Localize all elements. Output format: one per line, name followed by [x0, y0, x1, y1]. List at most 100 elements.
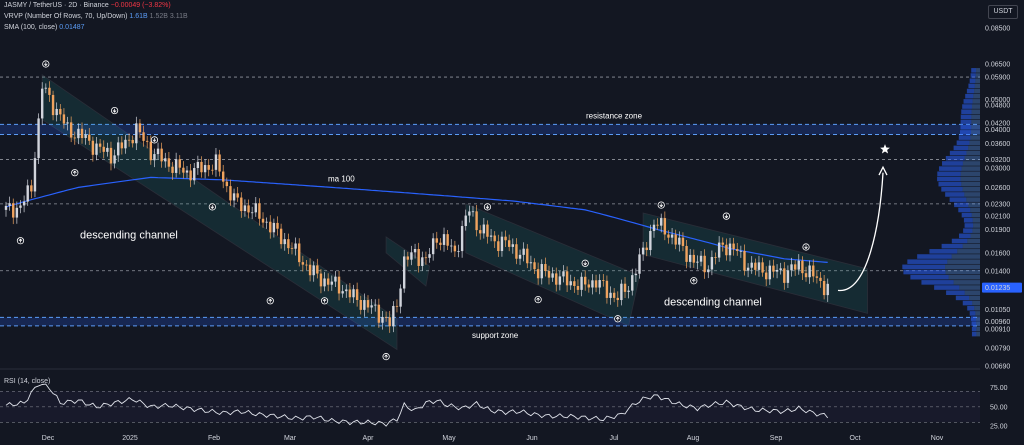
- rsi-line: [5, 383, 829, 427]
- annotation-resistance-zone: resistance zone: [586, 111, 643, 120]
- candle-body: [678, 237, 681, 245]
- candle-body: [384, 316, 388, 318]
- vrvp-bar-down: [948, 274, 980, 280]
- candle-body: [822, 280, 826, 296]
- candle-body: [663, 218, 667, 235]
- vrvp-bar-up: [971, 331, 977, 337]
- candle-body: [739, 250, 743, 252]
- vrvp-bar-down: [962, 187, 980, 192]
- candle-body: [602, 280, 605, 281]
- candle-body: [754, 262, 757, 270]
- candle-body: [185, 170, 189, 173]
- vrvp-bar-down: [976, 321, 980, 327]
- vrvp-bar-up: [945, 155, 965, 161]
- candle-body: [381, 316, 384, 323]
- candle-body: [460, 226, 464, 252]
- candle-body: [8, 203, 11, 206]
- candle-body: [707, 269, 710, 273]
- candle-body: [497, 241, 500, 252]
- vrvp-bar-down: [971, 212, 980, 218]
- candle-body: [301, 262, 305, 265]
- rsi-tick-label: 50.00: [990, 404, 1008, 411]
- rsi-pane: [0, 368, 980, 427]
- vrvp-bar-down: [972, 99, 980, 104]
- candle-body: [91, 140, 95, 155]
- candle-body: [84, 134, 87, 139]
- vrvp-bar-down: [971, 114, 980, 120]
- candle-body: [305, 264, 308, 266]
- vrvp-bar-down: [959, 285, 980, 290]
- sma-100-line: [5, 176, 828, 263]
- time-tick-label: Oct: [850, 435, 861, 442]
- arrow-glyph: [724, 214, 729, 219]
- candle-body: [374, 304, 377, 306]
- vrvp-bar-down: [972, 300, 980, 306]
- candle-body: [182, 167, 185, 173]
- arrow-glyph: [44, 62, 48, 67]
- candle-body: [258, 203, 261, 219]
- candle-body: [48, 87, 51, 95]
- candle-body: [710, 257, 714, 270]
- candle-body: [88, 134, 91, 141]
- candle-body: [145, 140, 149, 142]
- vrvp-bar-up: [959, 130, 971, 135]
- arrow-glyph: [536, 297, 540, 302]
- candle-body: [19, 205, 22, 208]
- time-tick-label: 2025: [122, 435, 138, 442]
- currency-button[interactable]: USDT: [988, 5, 1018, 19]
- vrvp-bar-up: [942, 161, 963, 166]
- candle-body: [609, 292, 612, 298]
- arrow-glyph: [322, 298, 327, 303]
- candle-body: [804, 273, 808, 278]
- candle-body: [399, 288, 402, 307]
- candle-body: [424, 257, 428, 259]
- sma-legend: SMA (100, close) 0.01487: [4, 24, 85, 31]
- candle-body: [772, 265, 775, 272]
- candle-body: [308, 264, 312, 276]
- time-tick-label: Apr: [363, 435, 375, 442]
- price-tick-label: 0.01235: [985, 285, 1010, 292]
- candle-body: [15, 207, 19, 218]
- candle-body: [674, 234, 677, 245]
- candle-body: [696, 261, 699, 263]
- candle-body: [591, 280, 594, 288]
- candle-body: [341, 291, 344, 294]
- vrvp-bar-down: [962, 243, 980, 249]
- candle-body: [138, 123, 142, 133]
- candle-body: [392, 305, 395, 327]
- vrvp-bar-up: [946, 290, 965, 295]
- current-price-tag: [982, 282, 1022, 293]
- candle-body: [558, 276, 562, 285]
- candle-body: [479, 230, 482, 234]
- channel-1: [41, 74, 398, 351]
- candle-body: [73, 137, 76, 139]
- vrvp-bar-down: [960, 171, 980, 177]
- vrvp-bar-down: [971, 119, 980, 125]
- candle-body: [294, 243, 297, 249]
- vrvp-bar-up: [917, 254, 952, 259]
- arrow-glyph: [268, 298, 273, 303]
- candle-body: [131, 139, 134, 144]
- candle-body: [475, 211, 478, 231]
- candle-body: [337, 276, 341, 294]
- candle-body: [109, 147, 113, 164]
- candle-body: [417, 249, 420, 266]
- candle-body: [12, 203, 15, 218]
- candle-body: [261, 218, 265, 223]
- candles: [4, 81, 829, 333]
- vrvp-bar-up: [937, 171, 961, 177]
- vrvp-bar-up: [963, 99, 973, 104]
- candle-body: [59, 108, 62, 115]
- candle-body: [370, 305, 373, 308]
- candle-body: [620, 283, 623, 301]
- candle-body: [156, 148, 160, 155]
- price-tick-label: 0.02300: [985, 201, 1010, 208]
- vrvp-bar-down: [970, 233, 980, 239]
- vrvp-bar-down: [975, 78, 980, 83]
- arrow-glyph: [210, 205, 215, 209]
- candle-body: [276, 222, 279, 229]
- candle-body: [627, 290, 630, 292]
- vrvp-bar-down: [970, 135, 980, 140]
